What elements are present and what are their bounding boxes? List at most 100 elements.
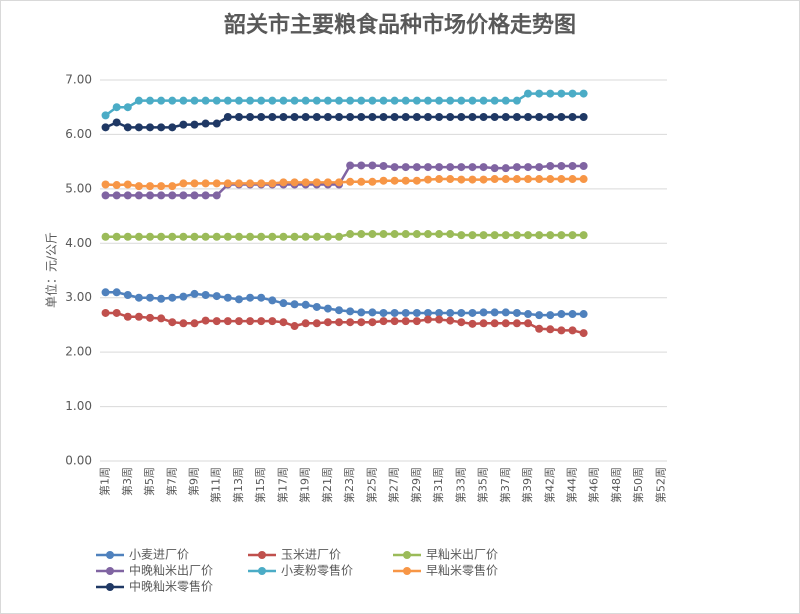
data-point bbox=[579, 113, 588, 122]
data-point bbox=[190, 289, 199, 298]
data-point bbox=[335, 178, 344, 187]
data-point bbox=[212, 179, 221, 188]
data-point bbox=[335, 306, 344, 315]
x-tick-label: 第11周 bbox=[209, 467, 223, 503]
data-point bbox=[257, 96, 266, 105]
data-point bbox=[501, 113, 510, 122]
x-tick-label: 第50周 bbox=[631, 467, 645, 503]
chart-title: 韶关市主要粮食品种市场价格走势图 bbox=[224, 12, 576, 38]
data-point bbox=[234, 113, 243, 122]
data-point bbox=[323, 96, 332, 105]
data-point bbox=[412, 96, 421, 105]
data-point bbox=[201, 191, 210, 200]
data-point bbox=[268, 179, 277, 188]
data-point bbox=[146, 96, 155, 105]
data-point bbox=[179, 232, 188, 241]
data-point bbox=[501, 319, 510, 328]
data-point bbox=[190, 319, 199, 328]
data-point bbox=[568, 161, 577, 170]
data-point bbox=[179, 120, 188, 129]
data-point bbox=[179, 292, 188, 301]
data-point bbox=[246, 232, 255, 241]
data-point bbox=[168, 293, 177, 302]
data-point bbox=[223, 317, 232, 326]
data-point bbox=[446, 175, 455, 184]
legend-marker bbox=[258, 567, 266, 575]
data-point bbox=[312, 113, 321, 122]
data-point bbox=[423, 113, 432, 122]
data-point bbox=[290, 232, 299, 241]
legend-label: 早籼米零售价 bbox=[426, 563, 498, 578]
data-point bbox=[479, 175, 488, 184]
data-point bbox=[490, 96, 499, 105]
data-point bbox=[268, 113, 277, 122]
data-point bbox=[212, 191, 221, 200]
data-point bbox=[557, 89, 566, 98]
data-point bbox=[546, 325, 555, 334]
data-point bbox=[546, 113, 555, 122]
x-tick-label: 第3周 bbox=[120, 467, 134, 496]
y-tick-label: 7.00 bbox=[65, 73, 92, 87]
data-point bbox=[557, 231, 566, 240]
data-point bbox=[301, 319, 310, 328]
data-point bbox=[146, 191, 155, 200]
data-point bbox=[268, 96, 277, 105]
data-point bbox=[468, 308, 477, 317]
data-point bbox=[435, 230, 444, 239]
data-point bbox=[368, 96, 377, 105]
data-point bbox=[168, 123, 177, 132]
data-point bbox=[101, 308, 110, 317]
data-point bbox=[379, 161, 388, 170]
data-point bbox=[435, 113, 444, 122]
data-point bbox=[168, 96, 177, 105]
data-point bbox=[346, 161, 355, 170]
data-point bbox=[112, 118, 121, 127]
data-point bbox=[146, 232, 155, 241]
data-point bbox=[323, 113, 332, 122]
data-point bbox=[134, 96, 143, 105]
data-point bbox=[446, 230, 455, 239]
data-point bbox=[290, 113, 299, 122]
data-point bbox=[134, 312, 143, 321]
data-point bbox=[557, 310, 566, 319]
data-point bbox=[146, 293, 155, 302]
legend-label: 玉米进厂价 bbox=[281, 548, 341, 562]
data-point bbox=[312, 232, 321, 241]
data-point bbox=[535, 89, 544, 98]
data-point bbox=[423, 163, 432, 172]
data-point bbox=[101, 288, 110, 297]
data-point bbox=[246, 179, 255, 188]
data-point bbox=[134, 232, 143, 241]
data-point bbox=[490, 175, 499, 184]
data-point bbox=[346, 113, 355, 122]
data-point bbox=[301, 300, 310, 309]
data-point bbox=[190, 120, 199, 129]
x-tick-label: 第27周 bbox=[387, 467, 401, 503]
data-point bbox=[357, 318, 366, 327]
data-point bbox=[234, 179, 243, 188]
data-point bbox=[146, 123, 155, 132]
data-point bbox=[279, 96, 288, 105]
data-point bbox=[512, 308, 521, 317]
data-point bbox=[279, 299, 288, 308]
data-point bbox=[190, 179, 199, 188]
data-point bbox=[146, 313, 155, 322]
data-point bbox=[390, 230, 399, 239]
data-point bbox=[123, 232, 132, 241]
data-point bbox=[379, 113, 388, 122]
legend-label: 中晚籼米出厂价 bbox=[129, 563, 213, 578]
data-point bbox=[101, 191, 110, 200]
data-point bbox=[257, 113, 266, 122]
data-point bbox=[357, 230, 366, 239]
y-tick-label: 3.00 bbox=[65, 290, 92, 304]
data-point bbox=[234, 232, 243, 241]
data-point bbox=[479, 319, 488, 328]
data-point bbox=[368, 308, 377, 317]
data-point bbox=[579, 310, 588, 319]
data-point bbox=[524, 310, 533, 319]
data-point bbox=[201, 179, 210, 188]
data-point bbox=[301, 232, 310, 241]
data-point bbox=[568, 231, 577, 240]
data-point bbox=[401, 317, 410, 326]
data-point bbox=[546, 161, 555, 170]
